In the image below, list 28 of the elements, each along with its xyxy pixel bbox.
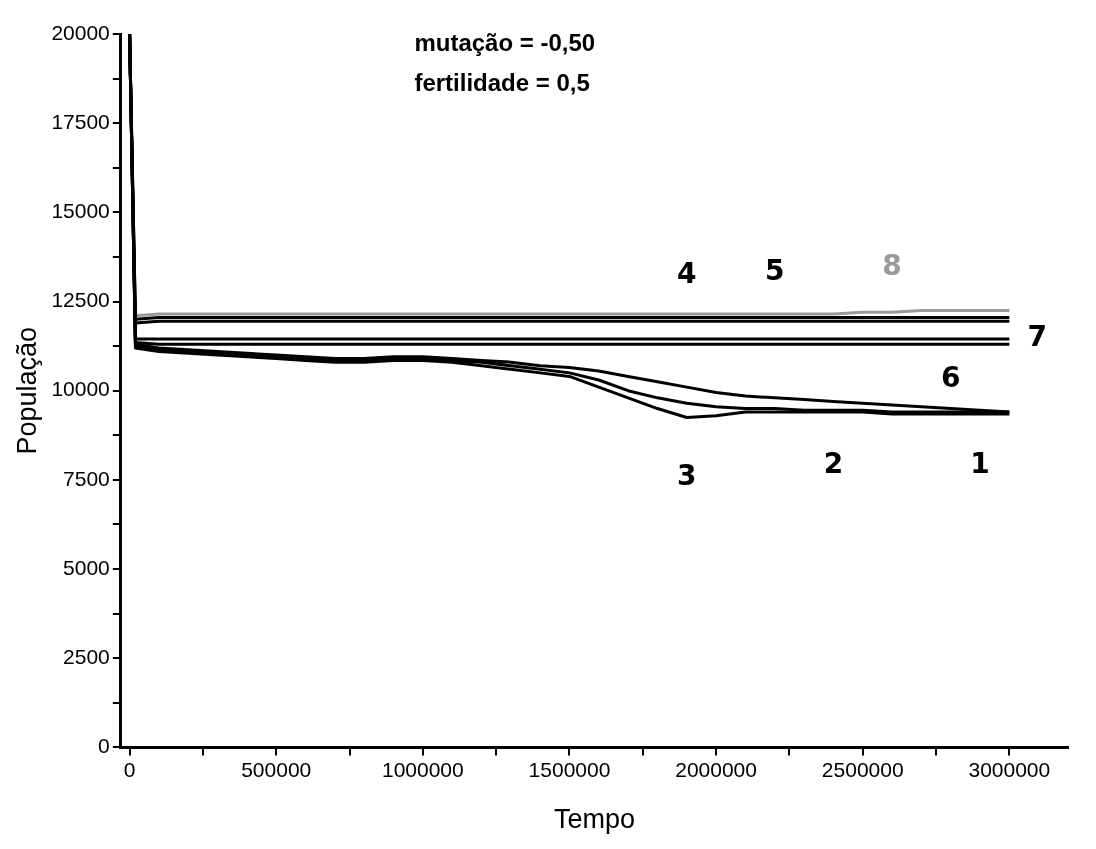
x-tick-label: 1500000: [528, 757, 611, 781]
annotation: fertilidade = 0,5: [414, 68, 590, 96]
x-tick-label: 500000: [241, 757, 312, 781]
y-tick-label: 7500: [63, 466, 110, 490]
y-tick-label: 15000: [51, 199, 110, 223]
series-label: 1: [970, 446, 990, 480]
x-tick-label: 3000000: [968, 757, 1051, 781]
series-label: 2: [823, 446, 844, 480]
series-label: 8: [882, 248, 902, 282]
series-label: 4: [677, 257, 697, 291]
y-tick-label: 20000: [51, 20, 110, 44]
x-tick-label: 1000000: [381, 757, 464, 781]
y-tick-label: 10000: [51, 377, 110, 401]
x-tick-label: 2500000: [821, 757, 904, 781]
series-label: 3: [677, 458, 697, 492]
series-label: 7: [1027, 320, 1048, 354]
y-tick-label: 0: [98, 734, 110, 758]
series-label: 6: [940, 360, 961, 394]
y-tick-label: 12500: [51, 288, 110, 312]
y-axis-title: População: [11, 326, 42, 455]
series-label: 5: [765, 253, 785, 287]
x-axis-title: Tempo: [553, 804, 635, 835]
y-tick-label: 2500: [63, 645, 110, 669]
y-tick-label: 17500: [51, 109, 110, 133]
x-tick-label: 0: [123, 757, 136, 781]
y-tick-label: 5000: [63, 555, 110, 579]
x-tick-label: 2000000: [675, 757, 757, 781]
annotation: mutação = -0,50: [414, 28, 596, 56]
